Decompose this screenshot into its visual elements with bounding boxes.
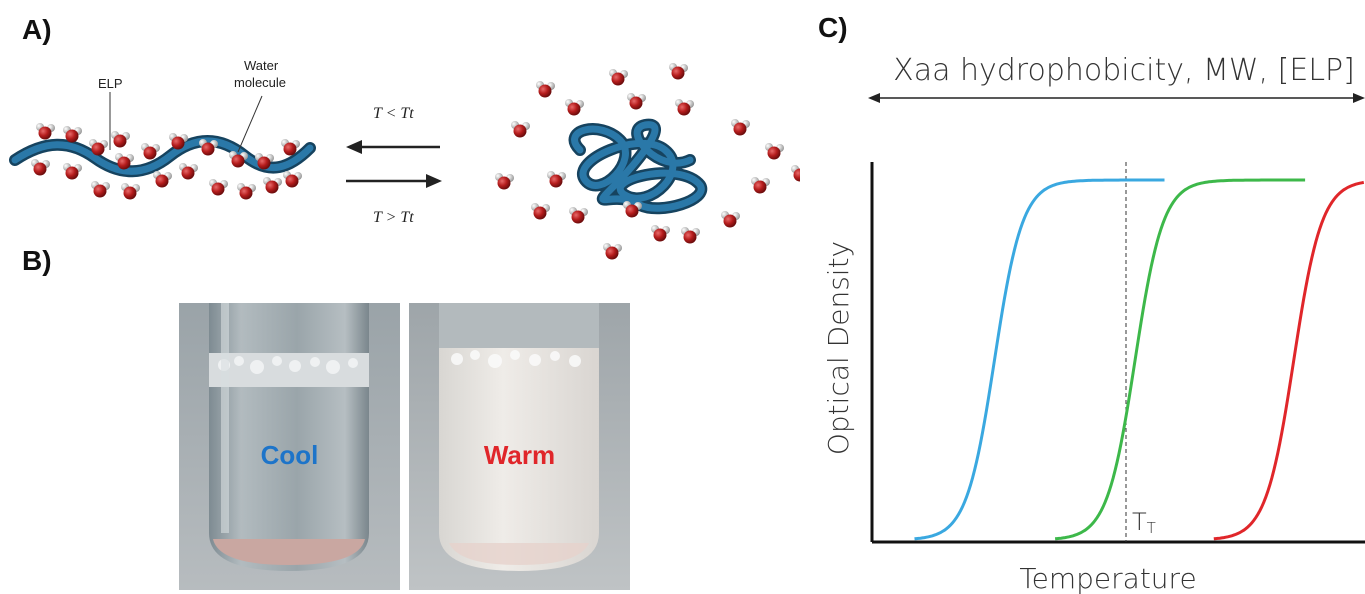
x-axis-label: Temperature: [1019, 562, 1196, 594]
panel-a-diagram: ELP Water molecule T < Tt T > Tt: [9, 58, 800, 260]
sigmoid-chart: Xaa hydrophobicity, MW, [ELP] Temperatur…: [822, 53, 1365, 594]
sigmoid-series-3: [1213, 180, 1365, 541]
panel-a-label: A): [22, 14, 52, 45]
water-molecules-dispersed: [495, 63, 800, 260]
arrow-right-icon: [1353, 93, 1365, 103]
cool-label: Cool: [260, 440, 319, 470]
arrow-right-icon: [426, 174, 442, 188]
elp-label: ELP: [98, 76, 123, 91]
cool-condition-label: T < Tt: [373, 105, 414, 122]
water-label-line2: molecule: [234, 75, 286, 90]
y-axis-label: Optical Density: [822, 241, 855, 455]
panel-c-label: C): [818, 12, 848, 43]
arrow-left-icon: [868, 93, 880, 103]
elp-collapsed-coil: [568, 118, 708, 215]
cool-tube-photo: Cool: [179, 303, 400, 590]
warm-label: Warm: [483, 440, 556, 470]
tt-label: TT: [1132, 508, 1156, 537]
arrow-left-icon: [346, 140, 362, 154]
warm-tube-illustration: [409, 303, 630, 590]
warm-tube-photo: Warm: [409, 303, 630, 590]
sigmoid-series-2: [1054, 178, 1306, 541]
sigmoid-series-1: [914, 178, 1165, 541]
sigmoid-curves: [914, 178, 1365, 541]
water-label-line1: Water: [244, 58, 279, 73]
top-axis-label: Xaa hydrophobicity, MW, [ELP]: [893, 53, 1355, 88]
warm-condition-label: T > Tt: [373, 209, 414, 226]
panel-b-label: B): [22, 245, 52, 276]
cool-tube-illustration: [179, 303, 400, 590]
